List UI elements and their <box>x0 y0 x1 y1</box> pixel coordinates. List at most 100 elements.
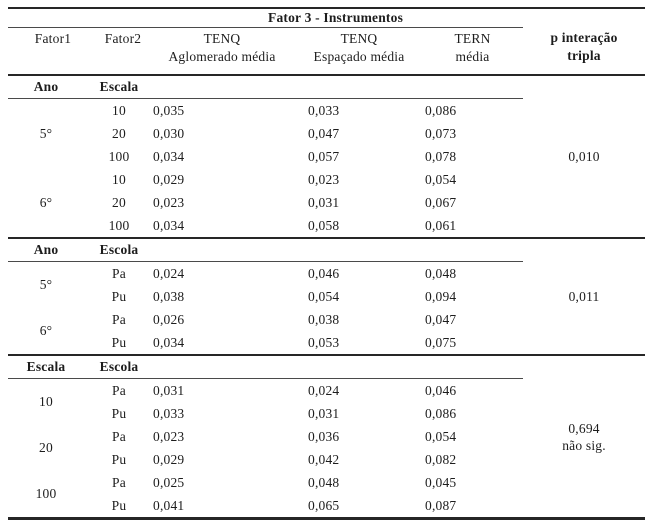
section-header-ano-escola: Ano Escola 0,011 <box>8 238 646 356</box>
table-row: 100 0,034 0,058 0,061 <box>8 214 645 239</box>
section-spacer-cell <box>422 75 524 99</box>
value-cell: 0,058 <box>296 214 422 239</box>
value-cell: 0,078 <box>425 148 457 164</box>
table-column-header-row: Fator1 Fator2 TENQ Aglomerado média TENQ… <box>8 27 645 76</box>
p-value-cell: 0,011 <box>523 238 646 356</box>
fator1-group-cell: 10 <box>39 394 53 409</box>
value-cell: 0,046 <box>425 382 457 398</box>
tern-line2: média <box>455 49 490 64</box>
value-cell: 0,035 <box>153 102 185 118</box>
p-header-line1: p interação <box>550 29 618 45</box>
fator2-cell: Pu <box>98 331 148 356</box>
tenq-aglomerado-line1: TENQ <box>203 31 241 46</box>
value-cell: 0,067 <box>425 194 457 210</box>
value-cell: 0,041 <box>153 497 185 513</box>
fator2-cell: Pa <box>112 265 126 281</box>
p-value-note: não sig. <box>562 437 606 453</box>
fator2-cell: Pu <box>111 405 127 421</box>
fator2-cell: Pu <box>111 497 127 513</box>
fator2-cell: Pa <box>112 311 126 327</box>
section-spacer-cell <box>296 75 422 99</box>
fator1-group-cell: 5° <box>39 277 53 292</box>
section-fator1-label: Ano <box>8 75 98 99</box>
fator2-cell: Pa <box>112 474 126 490</box>
table-row: 6° 10 0,029 0,023 0,054 <box>8 168 645 239</box>
table-row: Pu 0,041 0,065 0,087 <box>8 494 645 519</box>
value-cell: 0,034 <box>148 214 296 239</box>
fator1-group-cell: 6° <box>8 168 98 239</box>
fator1-group-cell: 20 <box>39 440 53 455</box>
fator3-span-header: Fator 3 - Instrumentos <box>148 8 524 28</box>
value-cell: 0,024 <box>153 265 185 281</box>
fator2-cell: 10 <box>112 171 126 187</box>
tenq-espacado-column-header: TENQ Espaçado média <box>296 27 422 76</box>
fator2-cell: Pu <box>111 451 127 467</box>
p-value: 0,010 <box>568 149 600 164</box>
value-cell: 0,034 <box>148 331 296 356</box>
table-row: 20 0,023 0,031 0,067 <box>8 191 645 214</box>
value-cell: 0,038 <box>153 288 185 304</box>
fator2-cell: Pu <box>111 288 127 304</box>
tenq-espacado-line2: Espaçado média <box>313 49 405 64</box>
table-row: 100 0,034 0,057 0,078 <box>8 145 645 168</box>
value-cell: 0,031 <box>308 194 340 210</box>
table-row: Pu 0,038 0,054 0,094 <box>8 285 645 308</box>
table-row: Pu 0,033 0,031 0,086 <box>8 402 645 425</box>
header-spacer-cell <box>98 8 148 28</box>
value-cell: 0,082 <box>425 451 457 467</box>
tern-column-header: TERN média <box>422 27 524 76</box>
value-cell: 0,048 <box>308 474 340 490</box>
section-fator2-label: Escola <box>98 238 148 262</box>
value-cell: 0,045 <box>425 474 457 490</box>
value-cell: 0,023 <box>308 171 340 187</box>
table-row: Pu 0,029 0,042 0,082 <box>8 448 645 471</box>
value-cell: 0,054 <box>425 428 457 444</box>
p-value: 0,011 <box>568 289 600 304</box>
table-header-span-row: Fator 3 - Instrumentos p interação tripl… <box>8 8 646 76</box>
value-cell: 0,054 <box>425 171 457 187</box>
value-cell: 0,073 <box>425 125 457 141</box>
tenq-aglomerado-column-header: TENQ Aglomerado média <box>148 27 296 76</box>
p-interacao-column-header: p interação tripla <box>523 8 646 76</box>
value-cell: 0,029 <box>153 171 185 187</box>
value-cell: 0,031 <box>153 382 185 398</box>
section-spacer-cell <box>148 238 296 262</box>
value-cell: 0,031 <box>308 405 340 421</box>
fator2-column-header: Fator2 <box>98 27 148 76</box>
value-cell: 0,087 <box>425 497 457 513</box>
value-cell: 0,042 <box>308 451 340 467</box>
value-cell: 0,025 <box>153 474 185 490</box>
section-spacer-cell <box>148 75 296 99</box>
section-fator2-label: Escala <box>98 75 148 99</box>
value-cell: 0,086 <box>425 405 457 421</box>
fator2-cell: 20 <box>112 125 126 141</box>
header-spacer-cell <box>8 8 98 28</box>
fator2-cell: Pa <box>112 428 126 444</box>
table-row: 6° Pa 0,026 0,038 0,047 <box>8 308 645 356</box>
value-cell: 0,057 <box>308 148 340 164</box>
value-cell: 0,026 <box>153 311 185 327</box>
tern-line1: TERN <box>454 31 491 46</box>
value-cell: 0,094 <box>425 288 457 304</box>
value-cell: 0,029 <box>153 451 185 467</box>
section-spacer-cell <box>422 238 524 262</box>
fator2-cell: 100 <box>108 148 130 164</box>
tenq-aglomerado-line2: Aglomerado média <box>168 49 276 64</box>
table-row: Pu 0,034 0,053 0,075 <box>8 331 645 356</box>
table-row: 20 0,030 0,047 0,073 <box>8 122 645 145</box>
value-cell: 0,053 <box>296 331 422 356</box>
fator2-cell: 10 <box>112 102 126 118</box>
value-cell: 0,047 <box>308 125 340 141</box>
table-row: 100 Pa 0,025 0,048 0,045 <box>8 471 645 502</box>
section-fator1-label: Escala <box>8 355 98 379</box>
fator1-column-header: Fator1 <box>8 27 98 76</box>
value-cell: 0,086 <box>425 102 457 118</box>
table-row: 20 Pa 0,023 0,036 0,054 <box>8 425 645 456</box>
section-spacer-cell <box>296 355 422 379</box>
value-cell: 0,061 <box>422 214 524 239</box>
fator2-cell: 100 <box>98 214 148 239</box>
section-spacer-cell <box>148 355 296 379</box>
p-header-line2: tripla <box>567 47 601 63</box>
section-header-escala-escola: Escala Escola 0,694 não sig. <box>8 355 645 453</box>
value-cell: 0,038 <box>308 311 340 327</box>
